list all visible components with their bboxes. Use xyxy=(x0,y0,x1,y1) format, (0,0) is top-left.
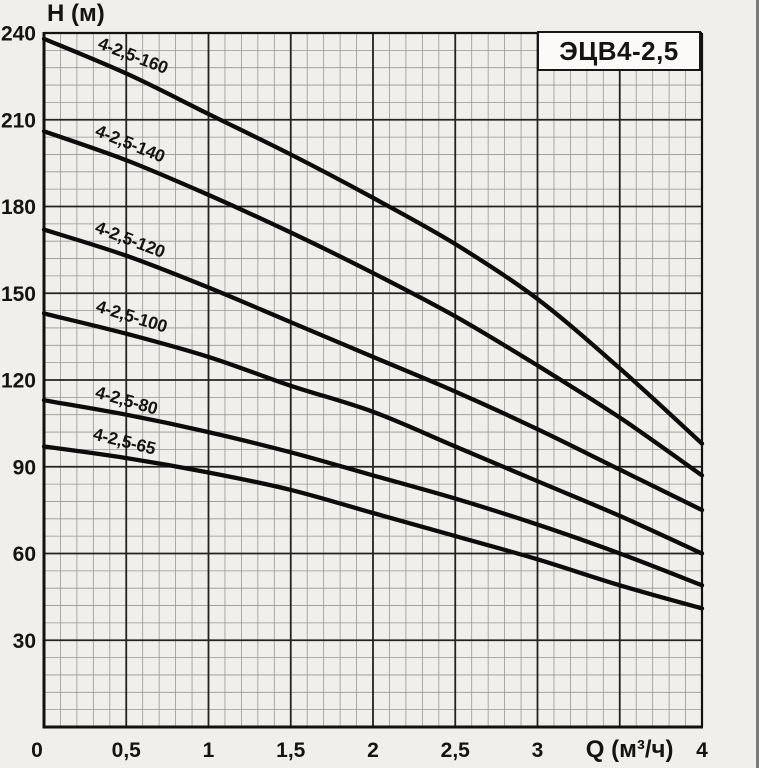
x-tick-label-2,5: 2,5 xyxy=(441,739,471,762)
x-tick-label-1,5: 1,5 xyxy=(276,739,306,762)
pump-curve-4-2,5-160 xyxy=(41,36,705,446)
y-tick-label-150: 150 xyxy=(1,283,36,306)
y-tick-label-30: 30 xyxy=(13,630,36,653)
y-tick-label-210: 210 xyxy=(1,109,36,132)
x-tick-label-1: 1 xyxy=(203,739,215,762)
x-tick-label-0,5: 0,5 xyxy=(112,739,142,762)
scan-edge-artifact xyxy=(756,0,759,768)
chart-title: ЭЦВ4-2,5 xyxy=(559,35,679,66)
pump-curve-4-2,5-65 xyxy=(41,444,705,611)
x-axis-title: Q (м³/ч) xyxy=(586,736,674,763)
pump-curve-4-2,5-100 xyxy=(41,311,705,556)
y-axis-title: H (м) xyxy=(47,0,105,27)
y-tick-label-60: 60 xyxy=(13,543,36,566)
y-tick-label-120: 120 xyxy=(1,370,36,393)
y-tick-label-240: 240 xyxy=(1,23,36,46)
pump-curve-4-2,5-140 xyxy=(41,129,705,478)
curve-label-4-2,5-160: 4-2,5-160 xyxy=(95,33,171,78)
y-tick-label-90: 90 xyxy=(13,456,36,479)
x-tick-label-0: 0 xyxy=(31,739,43,762)
pump-curve-4-2,5-80 xyxy=(41,398,705,588)
x-tick-label-3: 3 xyxy=(532,739,544,762)
pump-curve-4-2,5-120 xyxy=(41,227,705,513)
chart-title-box: ЭЦВ4-2,5 xyxy=(537,31,701,71)
x-tick-label-4: 4 xyxy=(696,739,708,762)
x-tick-label-2: 2 xyxy=(367,739,379,762)
y-tick-label-180: 180 xyxy=(1,196,36,219)
